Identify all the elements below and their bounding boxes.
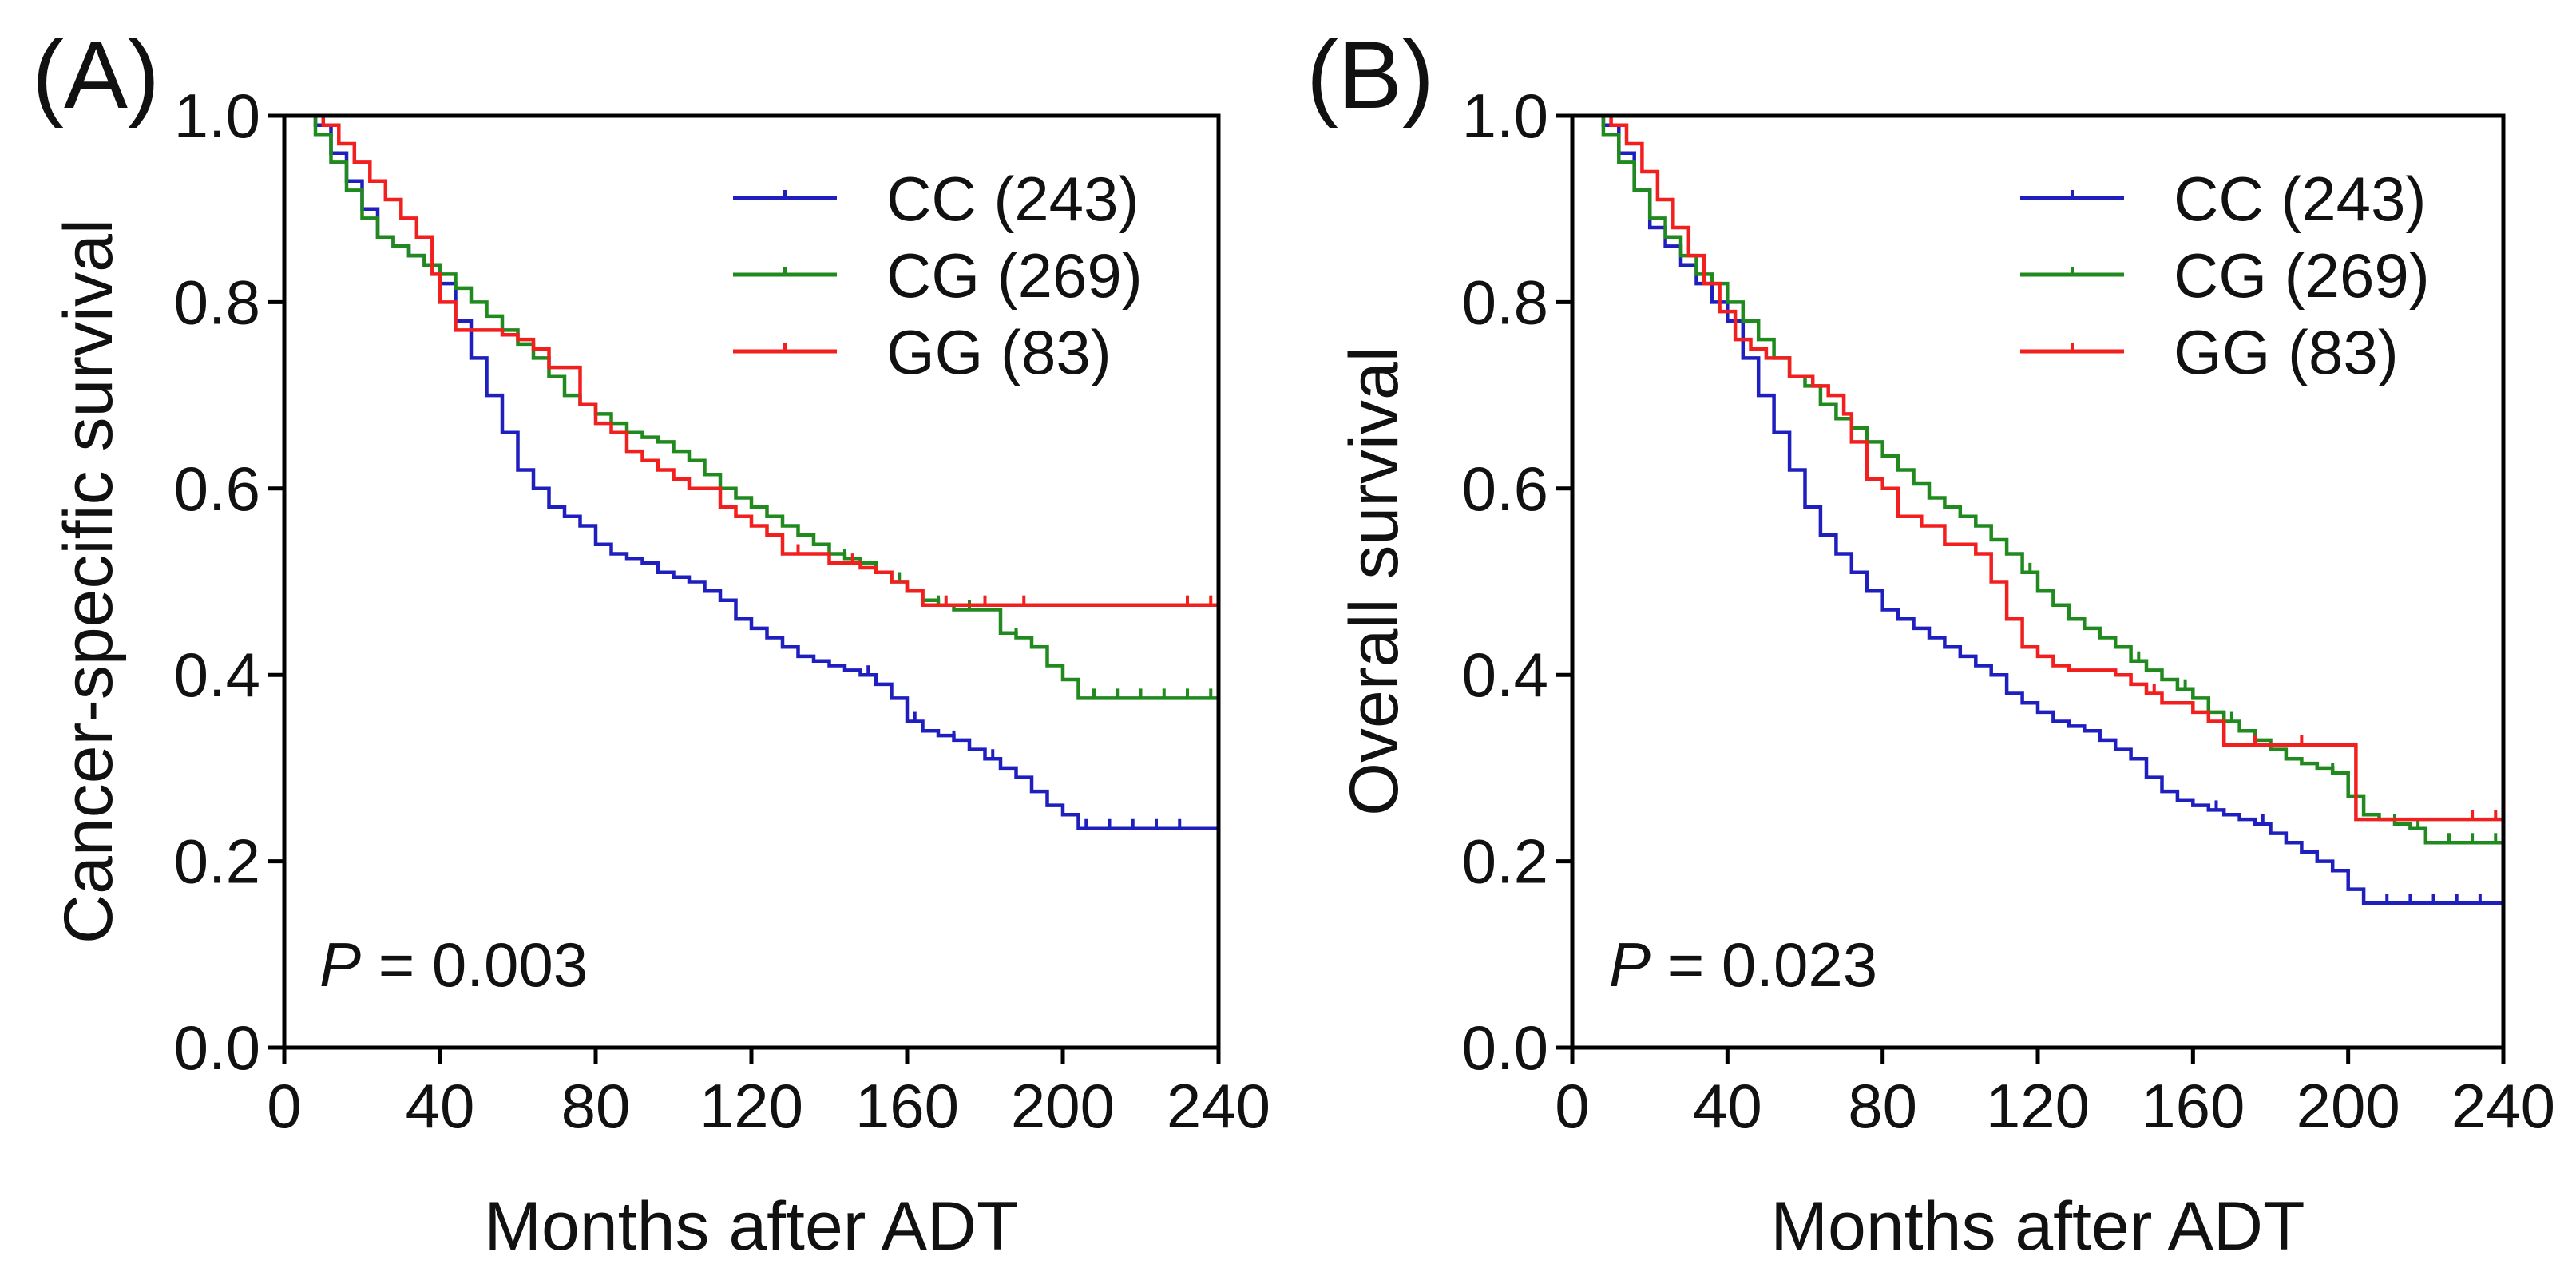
p-symbol: P [319,929,361,1000]
panel-a: (A) 0.0 0.2 0.4 0.6 0.8 1.0 0 40 80 120 160 200 240… [32,22,1270,1265]
p-text: = 0.003 [361,929,588,1000]
x-axis: 0 40 80 120 160 200 240 [267,1048,1270,1141]
legend-entry-gg: GG (83) [733,317,1112,387]
p-text: = 0.023 [1651,929,1877,1000]
y-axis: 0.0 0.2 0.4 0.6 0.8 1.0 [1462,81,1572,1083]
y-tick-label-4: 0.8 [174,267,260,337]
x-tick-label-3: 120 [1986,1071,2090,1141]
x-axis: 0 40 80 120 160 200 240 [1555,1048,2555,1141]
legend-entry-cc: CC (243) [733,164,1139,234]
p-value: P = 0.003 [319,929,588,1000]
legend-label-cg: CG (269) [2174,240,2430,311]
legend: CC (243) CG (269) GG (83) [2020,164,2430,387]
x-tick-label-5: 200 [2297,1071,2400,1141]
legend-entry-cc: CC (243) [2020,164,2426,234]
x-tick-label-0: 0 [267,1071,301,1141]
y-tick-label-4: 0.8 [1462,267,1548,337]
y-tick-label-0: 0.0 [174,1012,260,1083]
x-tick-label-2: 80 [561,1071,631,1141]
x-axis-label: Months after ADT [1770,1188,2305,1265]
panel-label: (A) [32,22,160,129]
plot-frame [282,113,1221,1050]
x-tick-label-4: 160 [2141,1071,2245,1141]
y-tick-label-3: 0.6 [174,454,260,524]
y-axis: 0.0 0.2 0.4 0.6 0.8 1.0 [174,81,284,1083]
legend: CC (243) CG (269) GG (83) [733,164,1143,387]
plot-frame [1570,113,2506,1050]
x-axis-label: Months after ADT [484,1188,1018,1265]
y-tick-label-1: 0.2 [174,826,260,897]
series-layer [1572,113,2503,905]
p-value: P = 0.023 [1609,929,1877,1000]
y-tick-label-0: 0.0 [1462,1012,1548,1083]
y-tick-label-3: 0.6 [1462,454,1548,524]
x-tick-label-1: 40 [1693,1071,1762,1141]
y-tick-label-2: 0.4 [1462,640,1548,710]
y-tick-label-5: 1.0 [174,81,260,151]
y-tick-label-2: 0.4 [174,640,260,710]
panel-label: (B) [1306,22,1434,129]
legend-label-gg: GG (83) [886,317,1112,387]
legend-entry-cg: CG (269) [2020,240,2430,311]
x-tick-label-1: 40 [406,1071,475,1141]
x-tick-label-3: 120 [699,1071,803,1141]
x-tick-label-5: 200 [1011,1071,1115,1141]
legend-label-gg: GG (83) [2174,317,2399,387]
x-tick-label-6: 240 [2451,1071,2555,1141]
legend-label-cc: CC (243) [886,164,1139,234]
legend-entry-cg: CG (269) [733,240,1143,311]
x-tick-label-2: 80 [1848,1071,1917,1141]
legend-label-cc: CC (243) [2174,164,2426,234]
x-tick-label-6: 240 [1167,1071,1270,1141]
panel-b: (B) 0.0 0.2 0.4 0.6 0.8 1.0 0 40 80 120 160 200 240… [1306,22,2555,1265]
y-tick-label-5: 1.0 [1462,81,1548,151]
p-symbol: P [1609,929,1651,1000]
x-tick-label-4: 160 [855,1071,959,1141]
series-line-gg [1572,113,2503,822]
y-axis-label: Overall survival [1336,347,1413,816]
y-axis-label: Cancer-specific survival [50,219,127,944]
series-line-cg [1572,113,2503,845]
legend-entry-gg: GG (83) [2020,317,2399,387]
legend-label-cg: CG (269) [886,240,1143,311]
y-tick-label-1: 0.2 [1462,826,1548,897]
x-tick-label-0: 0 [1555,1071,1589,1141]
series-layer [284,113,1219,831]
